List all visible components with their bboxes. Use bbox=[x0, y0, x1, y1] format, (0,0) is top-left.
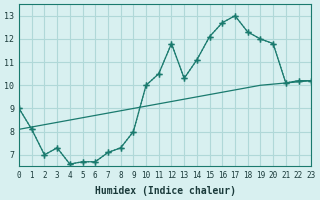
X-axis label: Humidex (Indice chaleur): Humidex (Indice chaleur) bbox=[95, 186, 236, 196]
